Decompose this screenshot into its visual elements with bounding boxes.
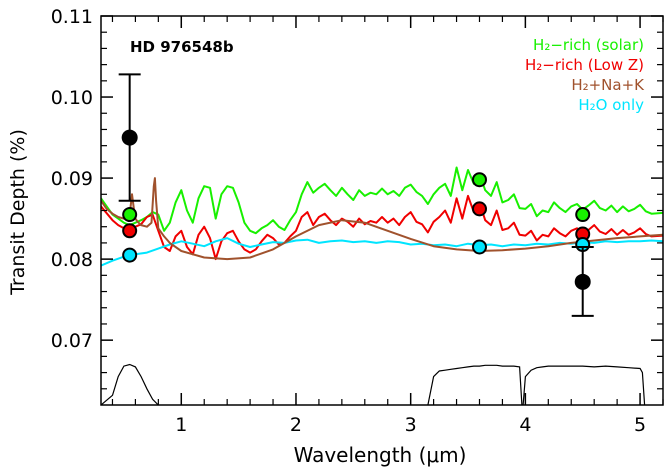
filter-curve-ch1: [427, 364, 523, 405]
y-tick-label: 0.10: [51, 87, 93, 109]
x-axis-label: Wavelength (μm): [294, 443, 467, 467]
band-point: [122, 207, 138, 223]
series-line-1: [101, 194, 663, 261]
axis-ticks: 1 2 3 4 5 0.07 0.08 0.09 0.10 0.11: [51, 6, 664, 436]
y-tick-label: 0.11: [51, 6, 93, 28]
y-tick-label: 0.09: [51, 168, 93, 190]
planet-label: HD 976548b: [130, 38, 234, 56]
x-tick-label: 2: [290, 414, 302, 436]
legend-entry: H₂+Na+K: [571, 76, 645, 94]
filter-curves: [101, 363, 646, 405]
band-point: [471, 239, 487, 255]
data-points: [118, 73, 594, 317]
series-line-0: [101, 166, 663, 235]
band-point: [471, 201, 487, 217]
filter-curve-optical: [101, 363, 159, 405]
y-tick-label: 0.07: [51, 330, 93, 352]
x-tick-label: 4: [519, 414, 531, 436]
observed-point: [121, 129, 138, 146]
band-point: [122, 223, 138, 239]
band-point: [471, 172, 487, 188]
y-axis-label: Transit Depth (%): [7, 129, 29, 296]
x-tick-label: 1: [175, 414, 187, 436]
band-point: [575, 207, 591, 223]
band-point: [122, 247, 138, 263]
filter-curve-ch2: [522, 365, 646, 405]
model-series: [101, 166, 663, 267]
legend: H₂−rich (solar) H₂−rich (Low Z) H₂+Na+K H₂O…: [525, 36, 645, 114]
x-tick-label: 5: [634, 414, 646, 436]
observed-point: [574, 273, 591, 290]
legend-entry: H₂−rich (solar): [533, 36, 644, 54]
series-line-2: [101, 177, 663, 261]
legend-entry: H₂−rich (Low Z): [525, 56, 644, 74]
legend-entry: H₂O only: [578, 96, 644, 114]
x-tick-label: 3: [405, 414, 417, 436]
y-tick-label: 0.08: [51, 249, 93, 271]
